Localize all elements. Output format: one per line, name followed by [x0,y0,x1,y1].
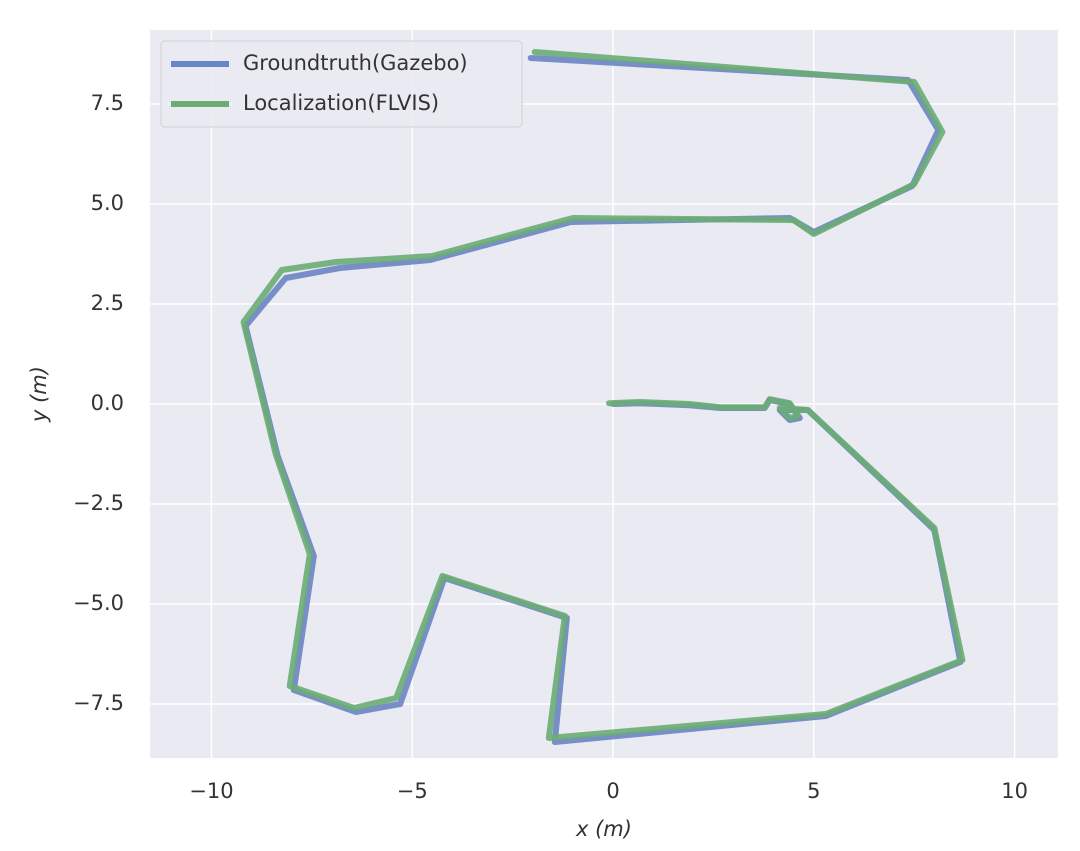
y-tick-label: −5.0 [73,591,124,615]
y-tick-label: −2.5 [73,491,124,515]
y-tick-label: 2.5 [91,291,124,315]
x-tick-label: 0 [606,779,619,803]
y-tick-label: −7.5 [73,691,124,715]
legend-box [160,40,523,128]
x-tick-label: −10 [189,779,233,803]
legend-label: Localization(FLVIS) [243,91,439,115]
trajectory-line [240,49,966,741]
x-tick-label: −5 [397,779,428,803]
x-tick-label: 5 [807,779,820,803]
y-tick-label: 5.0 [91,191,124,215]
legend-label: Groundtruth(Gazebo) [243,51,468,75]
y-axis-label: y (m) [27,366,51,423]
plot-area [150,30,1058,758]
y-tick-label: 0.0 [91,391,124,415]
x-tick-label: 10 [1001,779,1028,803]
y-tick-label: 7.5 [91,91,124,115]
x-axis-label: x (m) [575,817,632,841]
